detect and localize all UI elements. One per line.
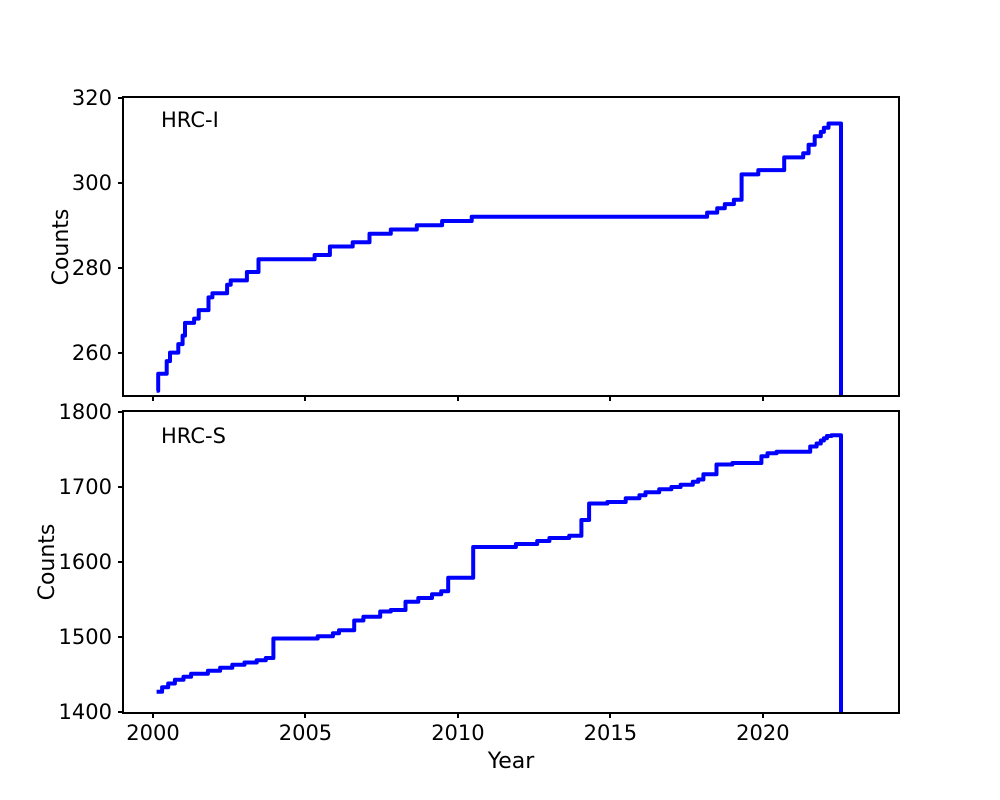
y-tick-label: 1500: [58, 625, 112, 649]
x-tick-label: 2020: [736, 721, 790, 745]
hrc-i-annotation: HRC-I: [161, 108, 219, 132]
y-tick-label: 320: [71, 86, 112, 110]
x-tick-mark: [761, 714, 764, 718]
x-tick-mark: [761, 397, 764, 401]
y-tick-mark: [118, 636, 122, 638]
x-tick-mark: [151, 397, 154, 401]
x-tick-mark: [609, 397, 612, 401]
x-tick-label: 2000: [126, 721, 180, 745]
y-tick-mark: [118, 561, 122, 563]
y-tick-mark: [118, 181, 122, 184]
x-tick-label: 2010: [431, 721, 485, 745]
cumulative-counts-line-hrc-s: [156, 433, 843, 712]
x-tick-label: 2005: [278, 721, 333, 745]
x-tick-mark: [151, 714, 154, 718]
y-tick-label: 1600: [58, 550, 112, 574]
y-tick-mark: [118, 266, 122, 269]
hrc-i-step-plot: [156, 121, 843, 395]
x-axis-label: Year: [487, 749, 535, 774]
y-tick-mark: [118, 351, 122, 354]
hrc-s-step-plot: [156, 433, 843, 712]
x-tick-label: 2015: [583, 721, 638, 745]
y-tick-label: 1700: [58, 475, 112, 499]
y-tick-label: 280: [71, 255, 112, 280]
y-tick-label: 260: [71, 340, 112, 365]
y-tick-label: 1800: [58, 400, 112, 424]
y-tick-mark: [118, 486, 122, 488]
x-tick-mark: [609, 714, 612, 718]
y-tick-mark: [118, 97, 122, 99]
y-tick-label: 300: [71, 170, 112, 195]
x-tick-mark: [304, 397, 307, 401]
x-tick-mark: [456, 714, 459, 718]
hrc-s-panel: HRC-S: [122, 410, 900, 714]
y-tick-mark: [118, 711, 122, 713]
x-tick-mark: [456, 397, 459, 401]
y-tick-mark: [118, 411, 122, 413]
x-tick-mark: [304, 714, 307, 718]
hrc-s-annotation: HRC-S: [161, 424, 226, 448]
cumulative-counts-line-hrc-i: [156, 121, 843, 395]
y-tick-label: 1400: [58, 700, 112, 724]
hrc-i-panel: HRC-I: [122, 96, 900, 397]
